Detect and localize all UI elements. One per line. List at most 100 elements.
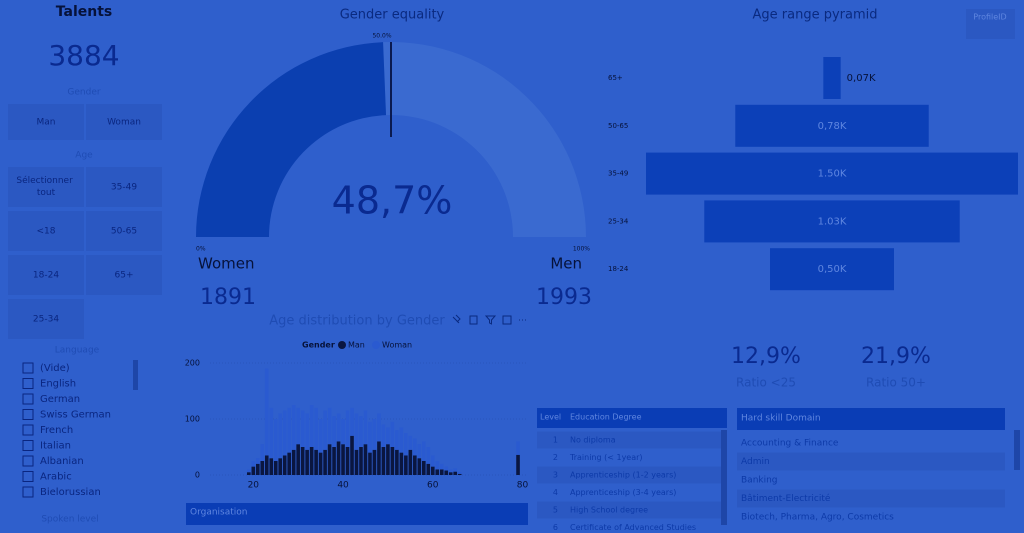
- bar-segment: [323, 449, 327, 475]
- bar-segment: [341, 419, 345, 445]
- bar-segment: [363, 410, 368, 445]
- category-label: 18-24: [608, 265, 629, 273]
- legend-label: Woman: [382, 341, 412, 350]
- slicer-option: English: [40, 379, 76, 390]
- checkbox[interactable]: [22, 409, 34, 420]
- scrollbar: [1014, 430, 1020, 470]
- bar-segment: [350, 435, 354, 475]
- bar-segment: [413, 438, 417, 456]
- slicer-option: (Vide): [40, 363, 70, 374]
- bar-segment: [287, 407, 291, 453]
- chart-title: Age range pyramid: [753, 8, 878, 23]
- category-label: 65+: [608, 74, 623, 82]
- bar-segment: [332, 447, 336, 475]
- table-row: [737, 452, 1005, 471]
- checkbox[interactable]: [22, 440, 34, 451]
- checkbox[interactable]: [22, 486, 34, 498]
- bar-segment: [350, 407, 354, 436]
- category-label: 35-49: [608, 170, 628, 178]
- gauge-min-label: 0%: [196, 246, 206, 253]
- bar-segment: [363, 444, 368, 475]
- bar-segment: [457, 473, 462, 475]
- gauge-left-label: Women: [198, 255, 254, 273]
- gauge-right-count: 1993: [536, 285, 592, 310]
- bar-segment: [282, 455, 287, 475]
- slicer-tile[interactable]: [8, 211, 84, 251]
- slicer-option: 50-65: [111, 227, 137, 237]
- bar-segment: [395, 430, 399, 450]
- x-tick-label: 60: [427, 481, 439, 491]
- slicer-tile[interactable]: [8, 255, 84, 295]
- x-tick-label: 80: [517, 481, 529, 491]
- focus-icon: [502, 315, 512, 325]
- checkbox[interactable]: [22, 424, 34, 436]
- bar-segment: [457, 472, 462, 474]
- bar-segment: [390, 447, 395, 475]
- bar-segment: [430, 455, 435, 467]
- bar-segment: [247, 472, 251, 475]
- checkbox[interactable]: [22, 378, 34, 389]
- checkbox[interactable]: [22, 455, 34, 467]
- bar-segment: [255, 458, 260, 464]
- slicer-option: Albanian: [40, 456, 84, 467]
- bar-segment: [404, 455, 408, 475]
- bar-segment: [448, 469, 453, 473]
- kpi-value: 21,9%: [861, 344, 931, 369]
- bar-segment: [273, 419, 278, 461]
- column-header: Level: [540, 413, 561, 422]
- slicer-tile[interactable]: [86, 167, 162, 207]
- bar-segment: [453, 471, 458, 475]
- bar-segment: [439, 469, 444, 475]
- slicer-tile[interactable]: [8, 167, 84, 207]
- gauge-max-label: 100%: [573, 246, 590, 253]
- slicer-tile[interactable]: [86, 104, 162, 140]
- checkbox[interactable]: [22, 362, 34, 374]
- checkbox[interactable]: [22, 393, 34, 405]
- copy-icon: [469, 315, 478, 325]
- button[interactable]: [966, 9, 1015, 39]
- slicer-option: Woman: [107, 118, 141, 128]
- bar-segment: [255, 463, 260, 475]
- slicer-option: French: [40, 425, 73, 436]
- legend-swatch: [372, 341, 380, 349]
- table-cell: 3: [553, 471, 558, 480]
- bar-segment: [516, 441, 520, 455]
- slicer-tile[interactable]: [86, 211, 162, 251]
- bar-segment: [282, 410, 287, 456]
- kpi-value: 3884: [48, 39, 119, 72]
- bar-segment: [359, 447, 363, 475]
- bar-segment: [386, 427, 390, 445]
- table-cell: Apprenticeship (1-2 years): [570, 471, 676, 480]
- bar-segment: [435, 461, 440, 470]
- slicer-tile[interactable]: [86, 255, 162, 295]
- slicer-option-part: Sélectionner: [16, 175, 75, 186]
- slicer-option: Swiss German: [40, 410, 111, 421]
- table-cell: 1: [553, 436, 558, 445]
- bar-segment: [305, 449, 309, 475]
- bar-segment: [395, 449, 399, 475]
- category-label: 50-65: [608, 122, 628, 130]
- gauge-fill: [196, 42, 387, 238]
- bar-segment: [359, 416, 363, 447]
- bar-segment: [430, 466, 435, 475]
- bar-segment: [372, 449, 377, 475]
- bar-segment: [269, 407, 274, 459]
- bar-segment: [422, 441, 426, 461]
- table-row: [537, 431, 721, 449]
- data-label: 1.03K: [818, 216, 847, 227]
- bar-segment: [422, 461, 426, 475]
- bar-segment: [305, 413, 309, 450]
- checkbox[interactable]: [22, 471, 34, 482]
- data-label: 0,50K: [818, 264, 847, 275]
- slicer-tile[interactable]: [8, 299, 84, 339]
- column-header: Education Degree: [570, 413, 642, 422]
- slicer-tile[interactable]: [8, 104, 84, 140]
- table-cell: Banking: [741, 476, 778, 486]
- table-cell: Bâtiment-Electricité: [741, 493, 831, 504]
- bar-segment: [408, 435, 413, 450]
- data-label: 0,78K: [818, 121, 847, 132]
- bar-segment: [408, 449, 413, 475]
- slicer-option: Man: [37, 118, 56, 128]
